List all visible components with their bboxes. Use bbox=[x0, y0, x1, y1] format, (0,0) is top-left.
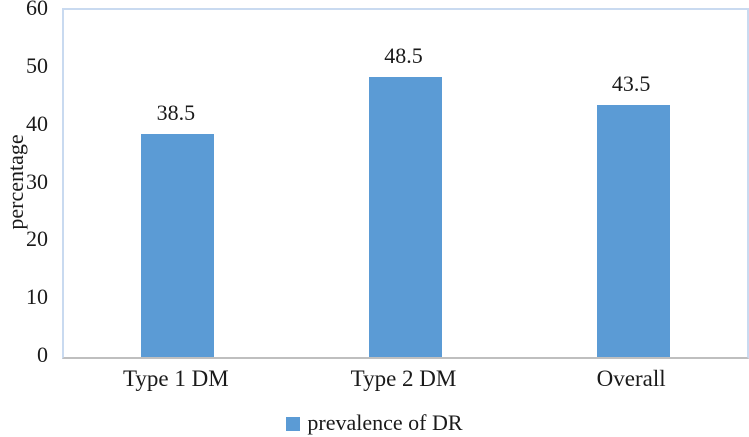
x-axis-tick-label: Overall bbox=[596, 366, 666, 391]
y-axis-tick-label: 50 bbox=[26, 52, 48, 78]
x-axis-tick-label: Type 1 DM bbox=[122, 366, 229, 391]
legend-label: prevalence of DR bbox=[307, 410, 463, 435]
bar-value-label: 38.5 bbox=[156, 100, 196, 126]
y-axis-tick-label: 10 bbox=[26, 284, 48, 310]
y-axis-tick-label: 60 bbox=[26, 0, 48, 20]
y-axis-tick-label: 30 bbox=[26, 168, 48, 194]
x-axis-tick-label: Type 2 DM bbox=[350, 366, 457, 391]
bar bbox=[369, 76, 442, 357]
y-axis-tick-label: 40 bbox=[26, 110, 48, 136]
legend-swatch-icon bbox=[286, 417, 301, 431]
bar bbox=[141, 134, 215, 357]
bar-value-label: 43.5 bbox=[611, 71, 651, 97]
plot-area bbox=[62, 8, 749, 359]
bar bbox=[596, 105, 670, 357]
y-axis-tick-label: 20 bbox=[26, 226, 48, 252]
bar-value-label: 48.5 bbox=[384, 42, 423, 68]
legend: prevalence of DR bbox=[0, 411, 749, 435]
y-axis-tick-label: 0 bbox=[37, 342, 48, 367]
